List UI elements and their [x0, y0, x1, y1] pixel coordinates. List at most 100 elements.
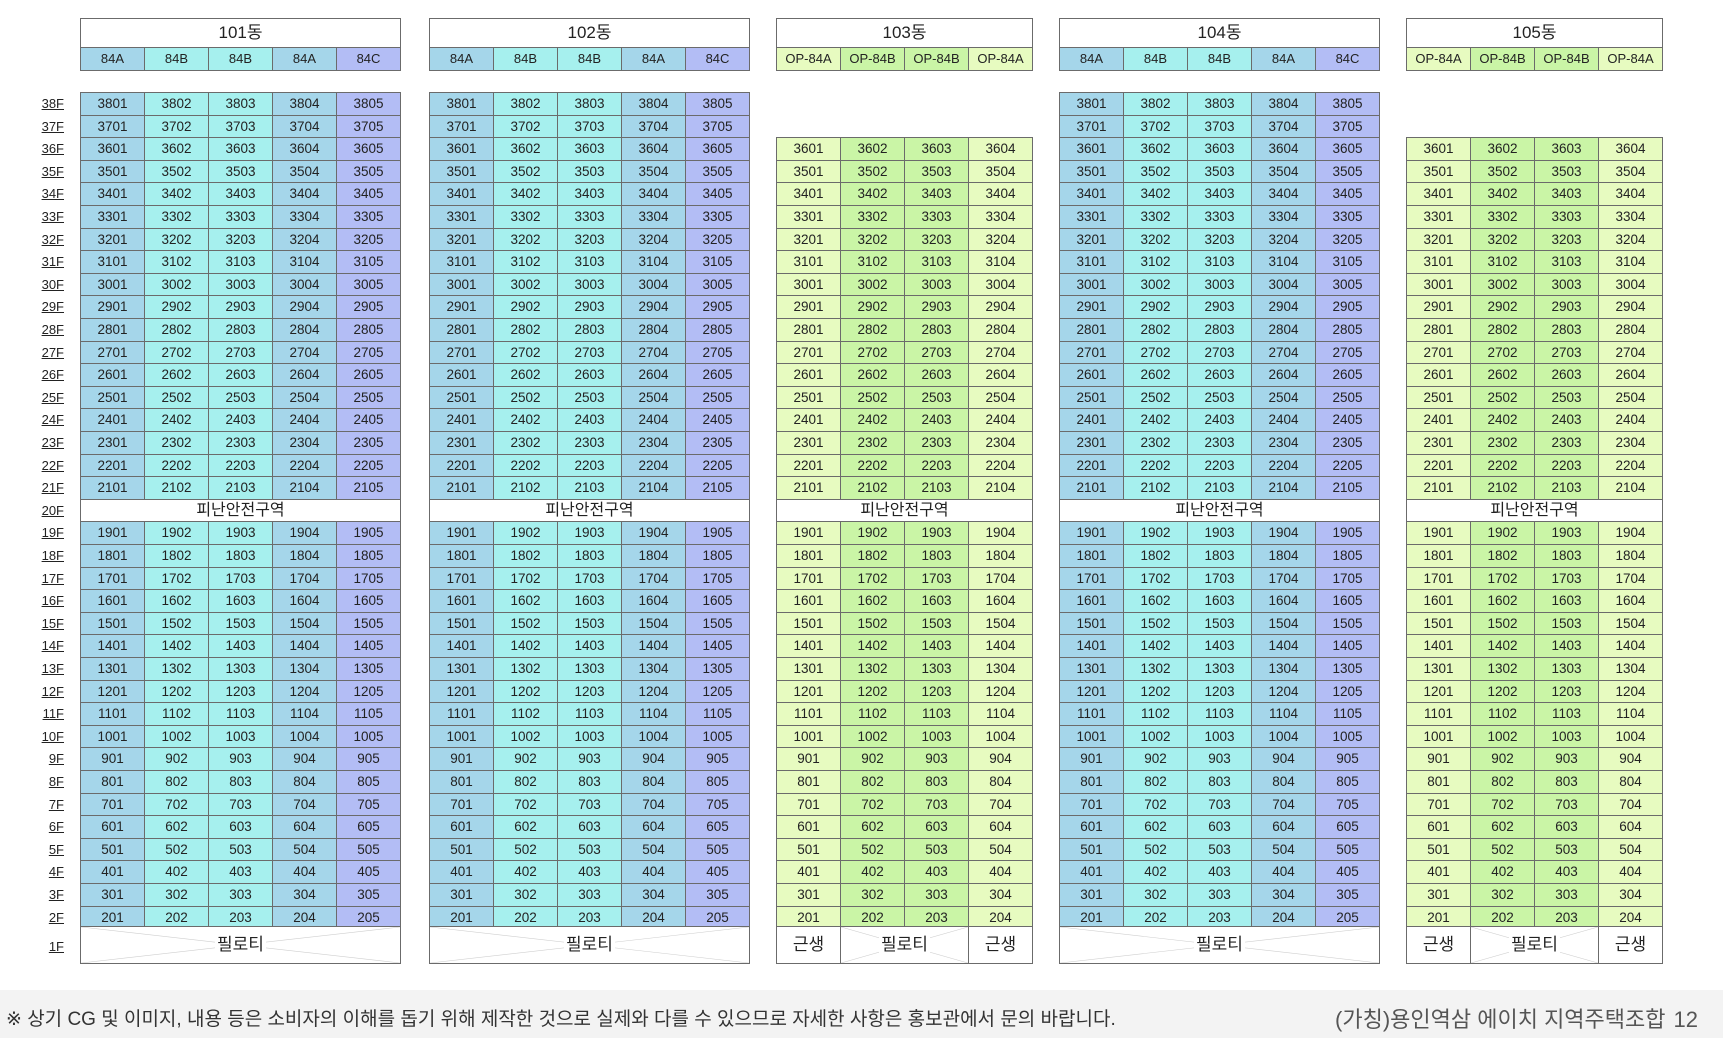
unit-cell[interactable]: 3403	[208, 182, 273, 206]
unit-cell[interactable]: 3401	[776, 182, 841, 206]
unit-cell[interactable]: 2105	[336, 476, 401, 500]
unit-cell[interactable]: 3004	[272, 272, 337, 297]
unit-cell[interactable]: 802	[1470, 770, 1535, 794]
unit-cell[interactable]: 1205	[336, 679, 401, 704]
unit-cell[interactable]: 3804	[272, 92, 337, 116]
unit-cell[interactable]: 1502	[144, 611, 209, 636]
unit-cell[interactable]: 1003	[208, 724, 273, 749]
unit-cell[interactable]: 2101	[776, 476, 841, 500]
unit-cell[interactable]: 3301	[429, 205, 494, 229]
unit-cell[interactable]: 2504	[1251, 385, 1316, 410]
unit-cell[interactable]: 2701	[1406, 340, 1471, 365]
unit-cell[interactable]: 2204	[272, 453, 337, 478]
unit-cell[interactable]: 1801	[776, 544, 841, 568]
unit-cell[interactable]: 2802	[144, 318, 209, 342]
unit-cell[interactable]: 1002	[144, 724, 209, 749]
unit-cell[interactable]: 3204	[621, 227, 686, 252]
unit-cell[interactable]: 2501	[429, 385, 494, 410]
unit-cell[interactable]: 602	[1123, 815, 1188, 839]
unit-cell[interactable]: 1505	[1315, 611, 1380, 636]
unit-cell[interactable]: 1803	[1534, 544, 1599, 568]
unit-cell[interactable]: 701	[429, 792, 494, 817]
unit-cell[interactable]: 2201	[80, 453, 145, 478]
unit-cell[interactable]: 1805	[685, 544, 750, 568]
unit-cell[interactable]: 3602	[840, 137, 905, 161]
unit-cell[interactable]: 2202	[840, 453, 905, 478]
unit-cell[interactable]: 601	[776, 815, 841, 839]
unit-cell[interactable]: 1002	[1123, 724, 1188, 749]
unit-cell[interactable]: 2401	[1059, 408, 1124, 432]
unit-cell[interactable]: 304	[968, 883, 1033, 907]
unit-cell[interactable]: 2603	[1534, 363, 1599, 387]
unit-cell[interactable]: 1804	[1598, 544, 1663, 568]
unit-cell[interactable]: 1105	[336, 702, 401, 726]
unit-cell[interactable]: 505	[1315, 837, 1380, 862]
unit-cell[interactable]: 2104	[968, 476, 1033, 500]
unit-cell[interactable]: 3603	[904, 137, 969, 161]
unit-cell[interactable]: 2905	[336, 295, 401, 319]
unit-cell[interactable]: 3705	[1315, 114, 1380, 139]
unit-cell[interactable]: 3702	[144, 114, 209, 139]
unit-cell[interactable]: 602	[840, 815, 905, 839]
unit-cell[interactable]: 1201	[429, 679, 494, 704]
unit-cell[interactable]: 2104	[621, 476, 686, 500]
unit-cell[interactable]: 2201	[776, 453, 841, 478]
unit-cell[interactable]: 2703	[1187, 340, 1252, 365]
unit-cell[interactable]: 702	[493, 792, 558, 817]
unit-cell[interactable]: 905	[1315, 747, 1380, 771]
unit-cell[interactable]: 3805	[336, 92, 401, 116]
unit-cell[interactable]: 2502	[493, 385, 558, 410]
unit-cell[interactable]: 3705	[685, 114, 750, 139]
unit-cell[interactable]: 1802	[840, 544, 905, 568]
unit-cell[interactable]: 3001	[776, 272, 841, 297]
unit-cell[interactable]: 303	[1534, 883, 1599, 907]
unit-cell[interactable]: 3405	[1315, 182, 1380, 206]
unit-cell[interactable]: 2203	[1534, 453, 1599, 478]
unit-cell[interactable]: 3102	[840, 250, 905, 274]
unit-cell[interactable]: 1905	[1315, 521, 1380, 545]
unit-cell[interactable]: 1904	[621, 521, 686, 545]
unit-cell[interactable]: 3101	[1059, 250, 1124, 274]
unit-cell[interactable]: 3103	[208, 250, 273, 274]
unit-cell[interactable]: 1202	[1470, 679, 1535, 704]
unit-cell[interactable]: 601	[1059, 815, 1124, 839]
unit-cell[interactable]: 2405	[336, 408, 401, 432]
unit-cell[interactable]: 2205	[1315, 453, 1380, 478]
unit-cell[interactable]: 904	[1598, 747, 1663, 771]
unit-cell[interactable]: 2701	[429, 340, 494, 365]
unit-cell[interactable]: 2804	[1598, 318, 1663, 342]
unit-cell[interactable]: 1005	[336, 724, 401, 749]
unit-cell[interactable]: 1603	[904, 589, 969, 613]
unit-cell[interactable]: 2802	[1470, 318, 1535, 342]
unit-cell[interactable]: 503	[557, 837, 622, 862]
unit-cell[interactable]: 904	[621, 747, 686, 771]
unit-cell[interactable]: 1201	[776, 679, 841, 704]
unit-cell[interactable]: 1103	[1187, 702, 1252, 726]
unit-cell[interactable]: 3502	[144, 159, 209, 184]
unit-cell[interactable]: 2302	[1470, 431, 1535, 455]
unit-cell[interactable]: 1102	[1470, 702, 1535, 726]
unit-cell[interactable]: 1103	[208, 702, 273, 726]
unit-cell[interactable]: 3504	[272, 159, 337, 184]
unit-cell[interactable]: 2601	[776, 363, 841, 387]
unit-cell[interactable]: 1904	[968, 521, 1033, 545]
unit-cell[interactable]: 1304	[621, 657, 686, 681]
unit-cell[interactable]: 705	[336, 792, 401, 817]
unit-cell[interactable]: 1102	[493, 702, 558, 726]
unit-cell[interactable]: 2303	[208, 431, 273, 455]
unit-cell[interactable]: 3004	[1598, 272, 1663, 297]
unit-cell[interactable]: 303	[1187, 883, 1252, 907]
unit-cell[interactable]: 1801	[1406, 544, 1471, 568]
unit-cell[interactable]: 2301	[776, 431, 841, 455]
unit-cell[interactable]: 3201	[1059, 227, 1124, 252]
unit-cell[interactable]: 3003	[904, 272, 969, 297]
unit-cell[interactable]: 1303	[904, 657, 969, 681]
unit-cell[interactable]: 2702	[144, 340, 209, 365]
unit-cell[interactable]: 1503	[904, 611, 969, 636]
unit-cell[interactable]: 3704	[621, 114, 686, 139]
unit-cell[interactable]: 1503	[208, 611, 273, 636]
unit-cell[interactable]: 3304	[621, 205, 686, 229]
unit-cell[interactable]: 302	[144, 883, 209, 907]
unit-cell[interactable]: 3602	[1123, 137, 1188, 161]
unit-cell[interactable]: 405	[336, 860, 401, 884]
